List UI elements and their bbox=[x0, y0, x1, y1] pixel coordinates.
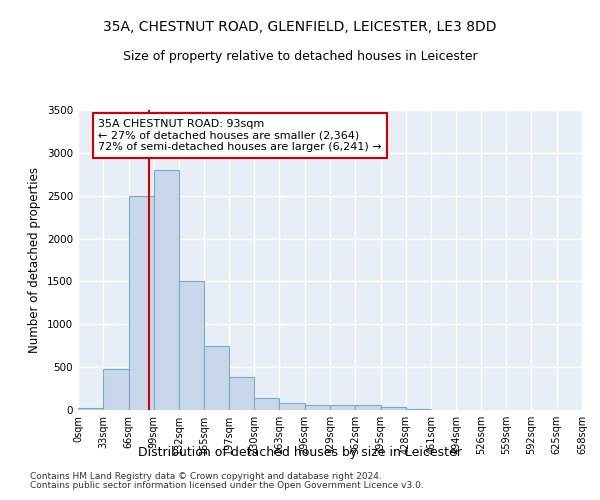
Bar bbox=[380, 408, 406, 410]
Bar bbox=[154, 170, 179, 410]
Bar bbox=[179, 282, 205, 410]
Text: 35A, CHESTNUT ROAD, GLENFIELD, LEICESTER, LE3 8DD: 35A, CHESTNUT ROAD, GLENFIELD, LEICESTER… bbox=[103, 20, 497, 34]
Bar bbox=[330, 405, 355, 410]
Bar bbox=[128, 196, 154, 410]
Text: Size of property relative to detached houses in Leicester: Size of property relative to detached ho… bbox=[122, 50, 478, 63]
Bar bbox=[406, 409, 431, 410]
Bar bbox=[254, 398, 280, 410]
Text: Contains HM Land Registry data © Crown copyright and database right 2024.: Contains HM Land Registry data © Crown c… bbox=[30, 472, 382, 481]
Bar bbox=[78, 408, 103, 410]
Bar bbox=[229, 378, 254, 410]
Y-axis label: Number of detached properties: Number of detached properties bbox=[28, 167, 41, 353]
Text: 35A CHESTNUT ROAD: 93sqm
← 27% of detached houses are smaller (2,364)
72% of sem: 35A CHESTNUT ROAD: 93sqm ← 27% of detach… bbox=[98, 119, 382, 152]
Bar bbox=[305, 405, 330, 410]
Bar bbox=[103, 369, 128, 410]
Bar bbox=[205, 346, 229, 410]
Bar bbox=[280, 403, 305, 410]
Text: Distribution of detached houses by size in Leicester: Distribution of detached houses by size … bbox=[138, 446, 462, 459]
Text: Contains public sector information licensed under the Open Government Licence v3: Contains public sector information licen… bbox=[30, 481, 424, 490]
Bar bbox=[355, 405, 380, 410]
